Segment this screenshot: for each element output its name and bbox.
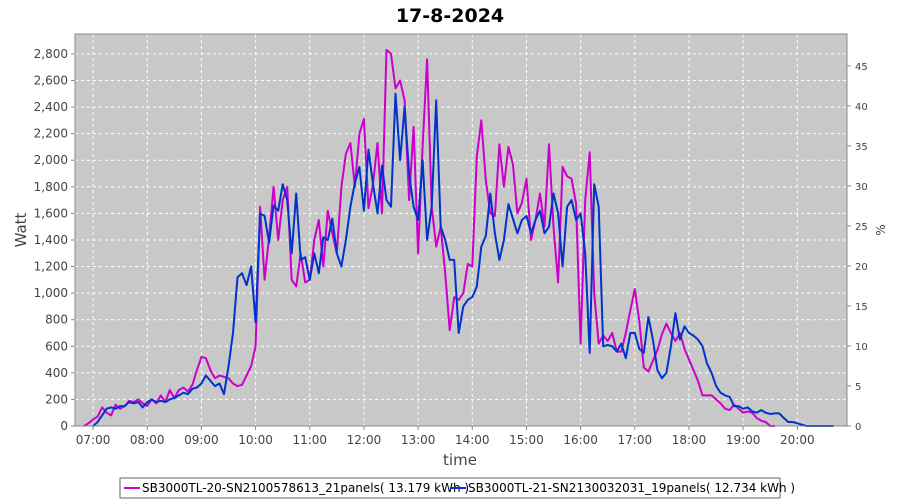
grid-lines — [75, 34, 847, 427]
plot-border — [74, 33, 848, 427]
y-tick-label: 2,800 — [34, 47, 68, 61]
y-right-tick-label: 30 — [855, 182, 868, 193]
chart-title: 17-8-2024 — [396, 5, 504, 27]
x-tick-label: 16:00 — [563, 433, 598, 447]
series-layer — [83, 48, 834, 427]
x-axis-label: time — [443, 451, 477, 469]
y-tick-label: 2,600 — [34, 74, 68, 88]
x-tick-label: 07:00 — [76, 433, 111, 447]
y-right-tick-label: 20 — [855, 262, 868, 273]
legend-entry-series-1: SB3000TL-20-SN2100578613_21panels( 13.17… — [142, 481, 469, 495]
y-right-tick-label: 15 — [855, 302, 868, 313]
x-tick-label: 19:00 — [726, 433, 761, 447]
y-tick-label: 800 — [45, 313, 68, 327]
x-tick-label: 18:00 — [672, 433, 707, 447]
y-tick-label: 2,000 — [34, 153, 68, 167]
x-tick-label: 10:00 — [238, 433, 273, 447]
x-tick-label: 11:00 — [292, 433, 327, 447]
y-tick-label: 2,400 — [34, 100, 68, 114]
y-tick-label: 2,200 — [34, 127, 68, 141]
y-right-tick-label: 10 — [855, 342, 868, 353]
y-axis-label: Watt — [12, 212, 30, 247]
series-line-1 — [83, 48, 775, 427]
x-tick-label: 09:00 — [184, 433, 219, 447]
x-tick-label: 15:00 — [509, 433, 544, 447]
y-tick-label: 200 — [45, 392, 68, 406]
x-tick-label: 12:00 — [347, 433, 382, 447]
y-tick-label: 1,000 — [34, 286, 68, 300]
y-axis-ticks: 0 200 400 600 800 1,000 1,200 1,400 1,600 1,800 2,… — [34, 47, 75, 433]
legend-entry-series-2: SB3000TL-21-SN2130032031_19panels( 12.73… — [468, 481, 795, 495]
plot-area — [75, 34, 847, 426]
y-tick-label: 400 — [45, 366, 68, 380]
y-tick-label: 1,200 — [34, 260, 68, 274]
y-axis-right-ticks: 0 5 10 15 20 25 30 35 40 45 — [847, 62, 868, 433]
y-tick-label: 1,600 — [34, 206, 68, 220]
y-right-tick-label: 35 — [855, 142, 868, 153]
y-right-tick-label: 40 — [855, 102, 868, 113]
y-right-tick-label: 0 — [855, 422, 861, 433]
y-right-tick-label: 45 — [855, 62, 868, 73]
series-line-2 — [92, 92, 834, 427]
y-tick-label: 1,800 — [34, 180, 68, 194]
y-right-tick-label: 5 — [855, 382, 861, 393]
x-axis-ticks: 07:00 08:00 09:00 10:00 11:00 12:00 13:00 14:00… — [76, 426, 815, 447]
x-tick-label: 17:00 — [618, 433, 653, 447]
y-tick-label: 600 — [45, 339, 68, 353]
legend: SB3000TL-20-SN2100578613_21panels( 13.17… — [119, 477, 795, 499]
x-tick-label: 08:00 — [130, 433, 165, 447]
y-right-tick-label: 25 — [855, 222, 868, 233]
y-tick-label: 0 — [60, 419, 68, 433]
y-tick-label: 1,400 — [34, 233, 68, 247]
x-tick-label: 20:00 — [780, 433, 815, 447]
x-tick-label: 13:00 — [401, 433, 436, 447]
y-axis-right-label: % — [874, 224, 888, 235]
x-tick-label: 14:00 — [455, 433, 490, 447]
